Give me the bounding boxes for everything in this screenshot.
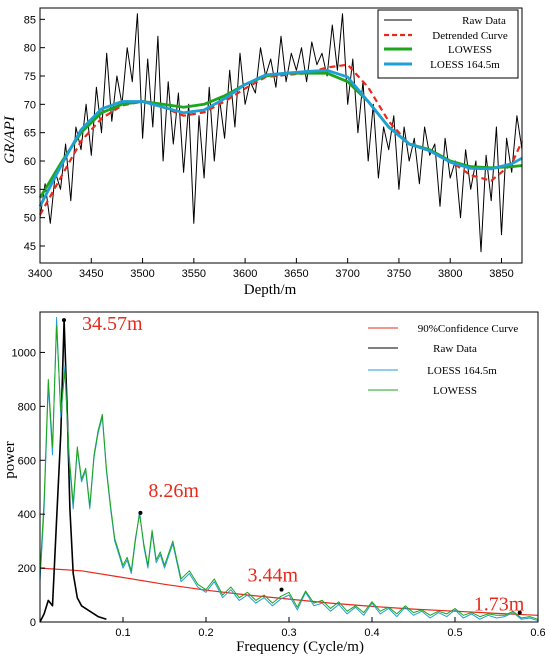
bottom-series-group xyxy=(39,316,539,623)
bottom-y-tick-label-2: 400 xyxy=(18,509,36,521)
bottom-y-tick-label-0: 0 xyxy=(30,617,36,629)
top-series-0 xyxy=(39,13,523,253)
bottom-legend: 90%Confidence Curve Raw Data LOESS 164.5… xyxy=(368,323,518,397)
bottom-legend-item-raw: Raw Data xyxy=(433,343,477,355)
top-y-ticks: 45 50 55 60 65 70 75 80 85 xyxy=(24,14,45,253)
peak-label-0: 34.57m xyxy=(82,313,143,335)
top-y-tick-label-0: 45 xyxy=(24,241,36,253)
bottom-panel: 0.1 0.2 0.3 0.4 0.5 0.6 0 200 400 600 800 1000 34.… xyxy=(2,311,546,655)
top-x-tick-label-0: 3400 xyxy=(28,268,52,280)
bottom-y-tick-label-3: 600 xyxy=(18,455,36,467)
top-y-axis-label: GR/API xyxy=(2,115,18,163)
bottom-x-ticks: 0.1 0.2 0.3 0.4 0.5 0.6 xyxy=(115,617,546,639)
top-y-tick-label-7: 80 xyxy=(24,43,36,55)
top-legend-item-raw: Raw Data xyxy=(462,15,506,27)
bottom-legend-item-confidence: 90%Confidence Curve xyxy=(418,323,519,335)
peak-marker-0 xyxy=(61,318,66,323)
peak-marker-3 xyxy=(517,610,522,615)
top-series-group xyxy=(38,13,524,253)
bottom-x-tick-label-4: 0.5 xyxy=(447,627,462,639)
top-x-tick-label-1: 3450 xyxy=(79,268,103,280)
bottom-series-3 xyxy=(39,325,539,620)
top-x-tick-label-8: 3800 xyxy=(438,268,462,280)
bottom-y-ticks: 0 200 400 600 800 1000 xyxy=(12,347,45,629)
top-y-tick-label-8: 85 xyxy=(24,14,36,26)
top-x-tick-label-2: 3500 xyxy=(130,268,154,280)
top-x-tick-label-4: 3600 xyxy=(233,268,257,280)
top-legend-box xyxy=(377,9,519,79)
peak-label-2: 3.44m xyxy=(248,565,299,587)
top-x-tick-label-3: 3550 xyxy=(182,268,206,280)
bottom-x-tick-label-1: 0.2 xyxy=(198,627,213,639)
top-plot-frame xyxy=(39,7,523,264)
bottom-x-tick-label-5: 0.6 xyxy=(530,627,545,639)
top-panel: 3400 3450 3500 3550 3600 3650 3700 3750 3800 3850… xyxy=(2,7,524,298)
bottom-plot-background xyxy=(40,312,538,622)
top-x-tick-label-6: 3700 xyxy=(335,268,359,280)
top-legend-item-loess: LOESS 164.5m xyxy=(430,59,500,71)
top-x-ticks: 3400 3450 3500 3550 3600 3650 3700 3750 3800 3850 xyxy=(28,258,514,280)
top-x-tick-label-7: 3750 xyxy=(387,268,411,280)
top-x-axis-label: Depth/m xyxy=(244,282,297,298)
bottom-legend-item-lowess: LOWESS xyxy=(433,385,477,397)
peak-label-1: 8.26m xyxy=(148,480,199,502)
peak-marker-1 xyxy=(138,510,143,515)
bottom-series-0 xyxy=(39,567,539,616)
top-y-tick-label-2: 55 xyxy=(24,184,36,196)
bottom-y-tick-label-1: 200 xyxy=(18,563,36,575)
bottom-x-tick-label-0: 0.1 xyxy=(115,627,130,639)
top-y-tick-label-5: 70 xyxy=(24,99,36,111)
top-y-tick-label-1: 50 xyxy=(24,213,36,225)
bottom-x-axis-label: Frequency (Cycle/m) xyxy=(236,639,364,655)
top-legend-item-lowess: LOWESS xyxy=(448,44,492,56)
top-y-tick-label-3: 60 xyxy=(24,156,36,168)
bottom-x-tick-label-3: 0.4 xyxy=(364,627,379,639)
top-y-tick-label-4: 65 xyxy=(24,128,36,140)
bottom-y-tick-label-4: 800 xyxy=(18,401,36,413)
bottom-y-tick-label-5: 1000 xyxy=(12,347,36,359)
top-legend-item-detrended: Detrended Curve xyxy=(432,30,508,42)
bottom-x-tick-label-2: 0.3 xyxy=(281,627,296,639)
peak-marker-2 xyxy=(279,587,284,592)
top-series-3 xyxy=(38,68,523,207)
bottom-annotations: 34.57m 8.26m 3.44m 1.73m xyxy=(61,313,525,616)
bottom-legend-item-loess: LOESS 164.5m xyxy=(427,365,497,377)
peak-label-3: 1.73m xyxy=(474,594,525,616)
top-x-tick-label-9: 3850 xyxy=(489,268,513,280)
top-y-tick-label-6: 75 xyxy=(24,71,36,83)
top-legend: Raw Data Detrended Curve LOWESS LOESS 16… xyxy=(377,9,519,79)
top-x-tick-label-5: 3650 xyxy=(284,268,308,280)
bottom-y-axis-label: power xyxy=(2,441,18,479)
